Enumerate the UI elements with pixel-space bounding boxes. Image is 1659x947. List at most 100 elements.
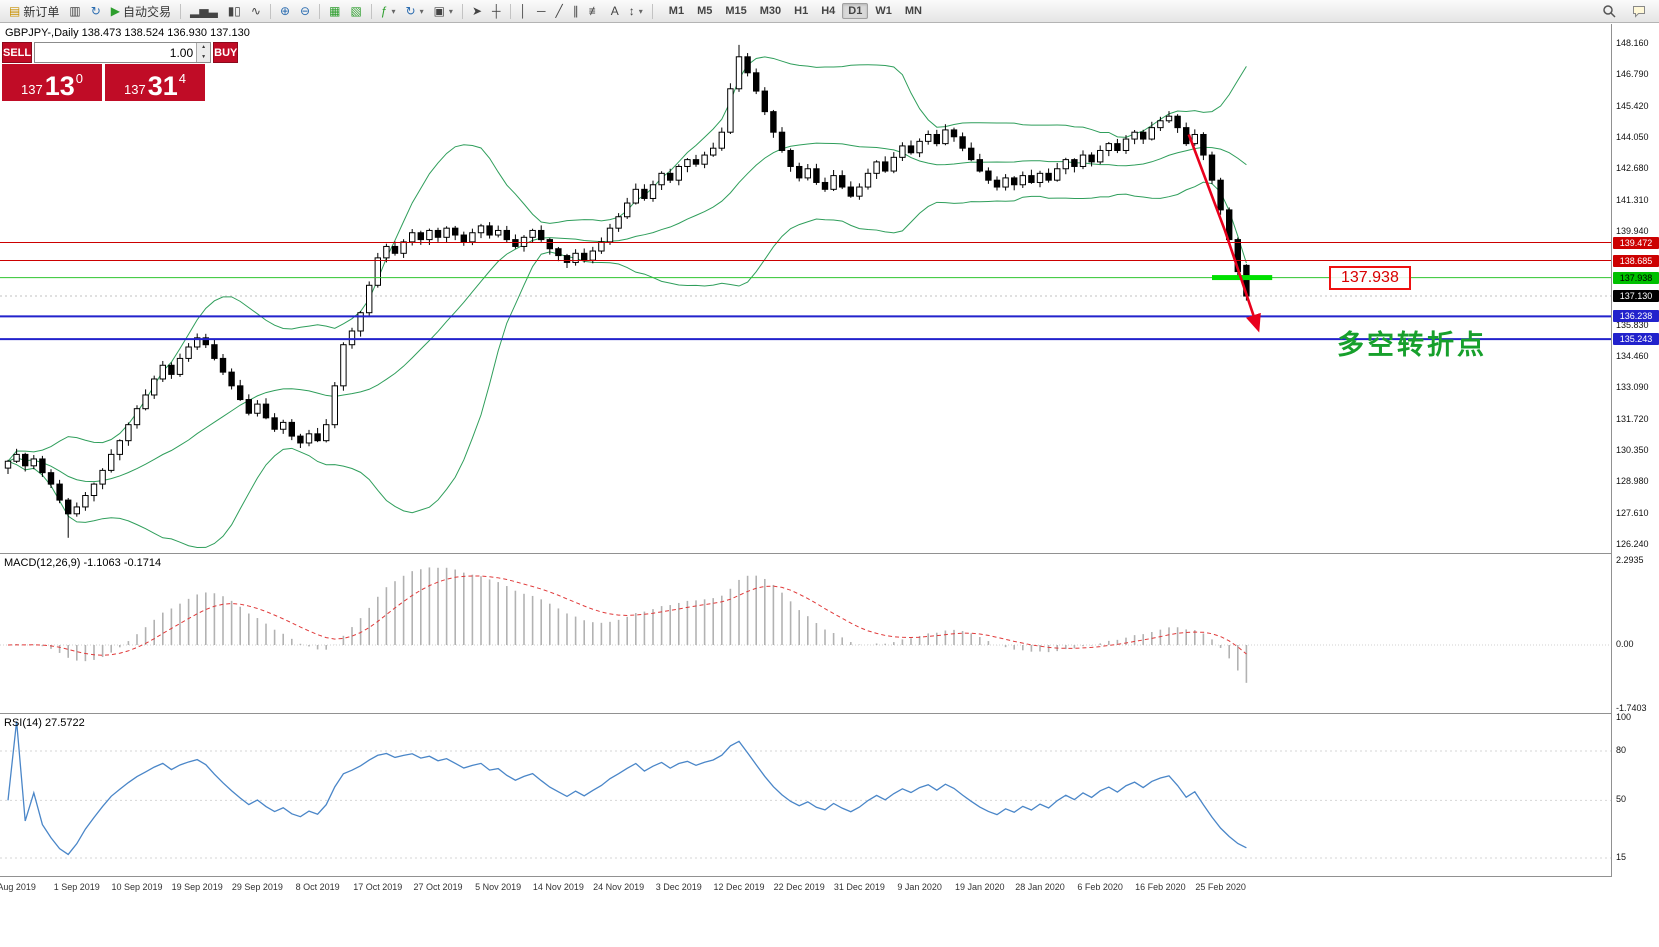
- candle: [271, 417, 278, 430]
- trendline-button[interactable]: ╱: [551, 0, 568, 22]
- fibonacci-button[interactable]: ≢: [584, 0, 606, 22]
- sell-price-pips: 13: [44, 70, 75, 101]
- candle: [357, 312, 364, 332]
- candle: [641, 188, 648, 199]
- candle: [116, 440, 123, 455]
- text-button[interactable]: A: [606, 0, 624, 22]
- message-button[interactable]: [1627, 0, 1651, 22]
- timeframe-w1[interactable]: W1: [875, 5, 892, 17]
- channel-button[interactable]: ∥: [568, 0, 584, 22]
- new-chart-button[interactable]: ▥: [64, 0, 85, 22]
- candle: [374, 257, 382, 286]
- arrows-button[interactable]: ↕ ▾: [624, 0, 648, 22]
- buy-button[interactable]: BUY: [213, 42, 239, 63]
- vertical-line-button[interactable]: │: [515, 0, 533, 22]
- candle: [864, 172, 872, 188]
- one-click-trading-panel: SELL ▲ ▼ BUY 137 13 0 137 31 4: [2, 42, 239, 101]
- volume-input[interactable]: [35, 43, 197, 62]
- candle: [1054, 168, 1061, 181]
- new-order-button[interactable]: ▤ 新订单: [4, 0, 64, 22]
- new-chart-icon: ▥: [69, 4, 81, 18]
- candle: [331, 385, 339, 426]
- buy-price-display[interactable]: 137 31 4: [105, 64, 205, 101]
- macd-panel[interactable]: [0, 554, 1611, 713]
- candle: [598, 241, 605, 252]
- panel-divider[interactable]: [0, 553, 1659, 554]
- indicators-button[interactable]: ƒ ▾: [376, 0, 401, 22]
- horizontal-line-button[interactable]: ─: [532, 0, 551, 22]
- candle: [821, 181, 829, 190]
- candle: [890, 156, 897, 172]
- search-icon: [1603, 5, 1616, 18]
- timeframe-h1[interactable]: H1: [794, 5, 809, 17]
- candle: [649, 184, 657, 199]
- timeframe-m5[interactable]: M5: [697, 5, 713, 17]
- trendline-icon: ╱: [555, 4, 563, 18]
- crosshair-button[interactable]: ┼: [487, 0, 506, 22]
- candle: [787, 149, 794, 167]
- auto-trading-button[interactable]: ▶ 自动交易: [106, 0, 176, 22]
- candle: [753, 72, 760, 92]
- search-button[interactable]: [1597, 0, 1621, 22]
- cascade-windows-button[interactable]: ▧: [345, 0, 366, 22]
- tile-windows-button[interactable]: ▦: [324, 0, 345, 22]
- macd-axis-label: 0.00: [1616, 639, 1634, 649]
- candle: [73, 506, 80, 515]
- sell-button[interactable]: SELL: [2, 42, 33, 63]
- candle: [409, 232, 416, 243]
- zoom-in-button[interactable]: ⊕: [275, 0, 295, 22]
- candle: [176, 357, 184, 375]
- volume-down-button[interactable]: ▼: [197, 52, 211, 62]
- price-axis-label: 128.980: [1616, 476, 1649, 487]
- cursor-button[interactable]: ➤: [467, 0, 487, 22]
- templates-icon: ▣: [433, 4, 445, 18]
- periods-button[interactable]: ↻ ▾: [401, 0, 429, 22]
- rsi-panel[interactable]: [0, 714, 1611, 876]
- candle: [391, 245, 399, 254]
- candle: [1028, 175, 1035, 183]
- channel-icon: ∥: [572, 4, 579, 18]
- price-axis-label: 130.350: [1616, 444, 1649, 455]
- turning-point-note[interactable]: 多空转折点: [1337, 330, 1487, 361]
- buy-price-pips: 31: [147, 70, 178, 101]
- price-axis-label: 126.240: [1616, 538, 1649, 549]
- sell-price-display[interactable]: 137 13 0: [2, 64, 102, 101]
- candle: [942, 129, 949, 145]
- profiles-button[interactable]: ↻: [86, 0, 106, 22]
- candlestick-icon: ▮▯: [227, 4, 241, 18]
- candle: [907, 145, 915, 154]
- message-icon: [1633, 6, 1645, 18]
- bar-chart-button[interactable]: ▂▅▃: [185, 0, 223, 22]
- candle: [1114, 143, 1121, 151]
- date-axis: Aug 2019 1 Sep 2019 10 Sep 2019 19 Sep 2019…: [0, 877, 1659, 947]
- candle: [1079, 154, 1087, 167]
- bollinger-lower-band: [7, 181, 1247, 548]
- timeframe-m15[interactable]: M15: [725, 5, 747, 17]
- volume-box: ▲ ▼: [34, 42, 212, 63]
- candle: [744, 56, 751, 74]
- candlestick-chart-button[interactable]: ▮▯: [223, 0, 246, 22]
- volume-up-button[interactable]: ▲: [197, 43, 211, 53]
- candle: [142, 394, 149, 410]
- timeframe-m30[interactable]: M30: [759, 5, 782, 17]
- panel-divider[interactable]: [0, 713, 1659, 714]
- templates-button[interactable]: ▣ ▾: [429, 0, 458, 22]
- price-callout[interactable]: 137.938: [1329, 266, 1411, 290]
- timeframe-h4[interactable]: H4: [821, 5, 836, 17]
- line-chart-button[interactable]: ∿: [246, 0, 266, 22]
- dropdown-icon: ▾: [391, 6, 396, 16]
- toolbar-separator: [509, 3, 511, 19]
- macd-axis-label: -1.7403: [1616, 702, 1647, 713]
- candle: [581, 252, 588, 261]
- price-tag: 138.685: [1613, 254, 1659, 267]
- zoom-out-button[interactable]: ⊖: [295, 0, 315, 22]
- timeframe-mn[interactable]: MN: [904, 5, 922, 17]
- candle: [288, 421, 296, 437]
- candle: [400, 241, 407, 254]
- candle: [520, 236, 528, 247]
- candle: [469, 232, 476, 243]
- candle: [90, 483, 98, 497]
- timeframe-d1[interactable]: D1: [842, 3, 869, 19]
- timeframe-m1[interactable]: M1: [668, 5, 685, 17]
- trend-arrow[interactable]: [1187, 134, 1261, 333]
